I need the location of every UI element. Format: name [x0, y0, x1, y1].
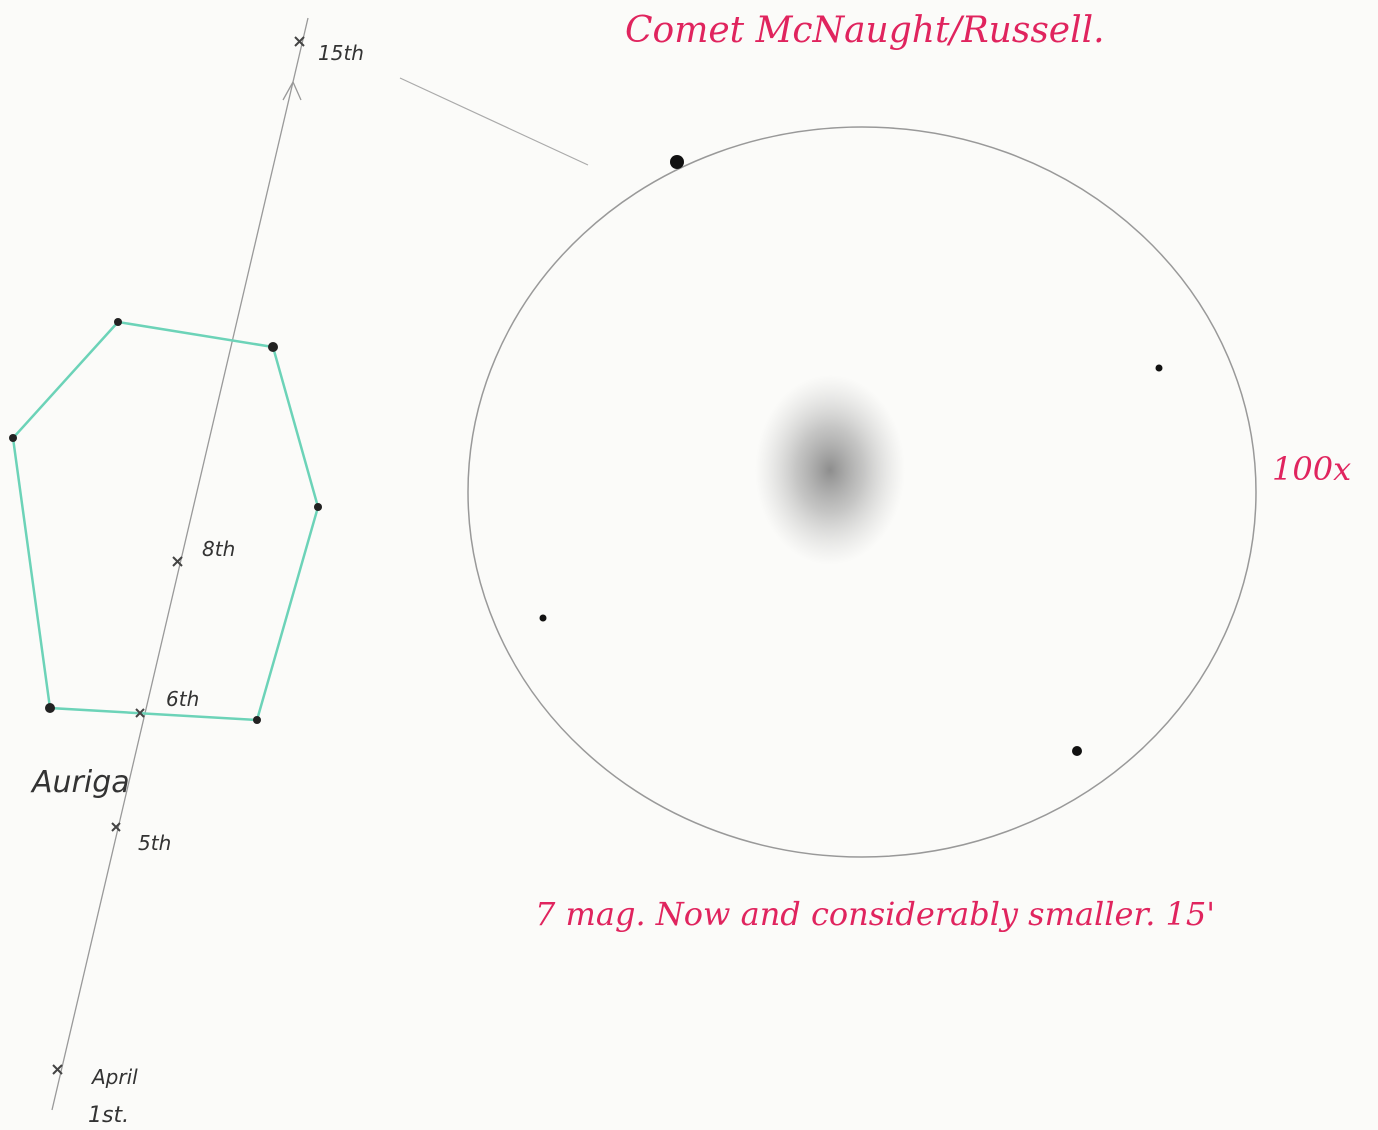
auriga-stars [9, 318, 322, 724]
track-label: 8th [202, 537, 235, 561]
track-arrow [282, 80, 302, 101]
track-label: 6th [166, 687, 199, 711]
observation-note: 7 mag. Now and considerably smaller. 15' [535, 895, 1215, 933]
magnification: 100x [1272, 450, 1351, 488]
track-markers [52, 36, 305, 1075]
track-label: 5th [138, 831, 171, 855]
title: Comet McNaught/Russell. [625, 10, 1105, 51]
field-stars [539, 155, 1163, 756]
track-label: 15th [318, 41, 364, 65]
pointer-line [399, 77, 589, 166]
track-label: April [90, 1065, 138, 1089]
field-of-view [467, 126, 1257, 858]
track-label: 1st. [88, 1103, 129, 1128]
comet-coma [755, 375, 905, 565]
constellation-label: Auriga [30, 765, 130, 800]
